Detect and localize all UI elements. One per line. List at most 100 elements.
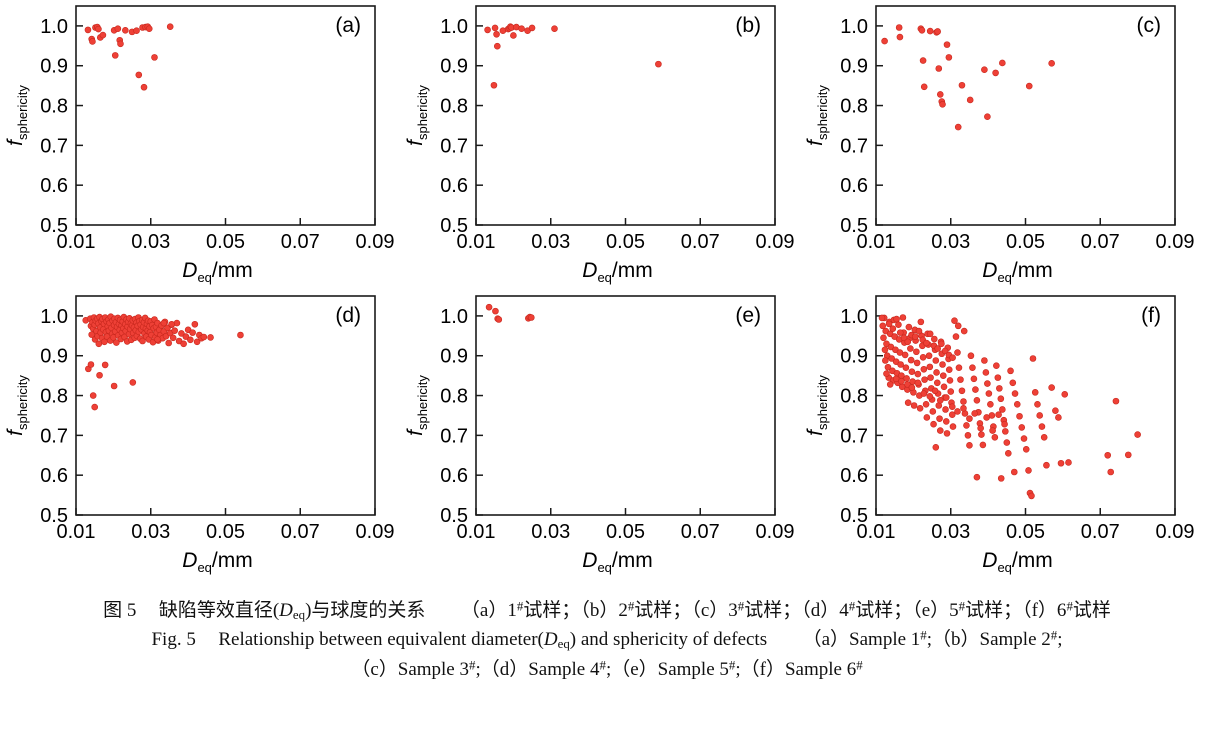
y-tick-label-0: 0.5 <box>440 505 468 527</box>
y-tick-label-3: 0.8 <box>840 386 868 408</box>
y-axis-title: fsphericity <box>804 85 830 146</box>
data-point <box>972 386 979 393</box>
y-tick-label-2: 0.7 <box>440 135 468 157</box>
y-tick-label-3: 0.8 <box>40 386 68 408</box>
hash-sup-en-e: # <box>728 657 736 673</box>
data-point <box>1025 82 1033 90</box>
data-point <box>915 327 923 335</box>
data-point <box>979 441 987 449</box>
data-point <box>1031 389 1039 396</box>
hash-sup-d: # <box>848 598 856 614</box>
cn-sample-f: 试样 <box>1072 600 1111 621</box>
data-point <box>1003 439 1011 446</box>
data-point <box>897 361 904 368</box>
data-point <box>1048 384 1055 391</box>
y-tick-label-5: 1.0 <box>440 16 468 38</box>
data-point <box>117 40 124 48</box>
data-point <box>945 54 953 61</box>
data-point <box>189 329 196 336</box>
data-point <box>982 369 990 376</box>
x-tick-label-1: 0.03 <box>131 521 170 543</box>
data-point <box>145 25 153 33</box>
y-tick-label-0: 0.5 <box>840 215 868 237</box>
data-point <box>114 25 122 33</box>
data-point <box>945 366 953 373</box>
data-point <box>999 59 1006 67</box>
data-point <box>931 335 938 343</box>
data-point <box>971 410 978 417</box>
data-point <box>977 424 984 432</box>
data-point <box>1029 355 1037 362</box>
data-point <box>946 377 954 384</box>
hash-sup-en-f: # <box>856 657 863 673</box>
caption-en-title-post: ) and sphericity of defects <box>569 629 768 651</box>
x-tick-label-3: 0.07 <box>281 231 320 253</box>
data-point <box>981 66 988 74</box>
data-point <box>926 393 934 400</box>
data-point <box>954 322 962 330</box>
data-point <box>904 338 912 346</box>
x-tick-label-4: 0.09 <box>756 231 795 253</box>
data-point <box>987 401 994 408</box>
data-point <box>939 361 946 368</box>
data-point <box>917 318 925 326</box>
caption-cn-items: （a）1#试样；（b）2#试样；（c）3#试样；（d）4#试样；（e）5#试样；… <box>460 598 1111 621</box>
x-axis-title: Deq/mm <box>582 549 652 575</box>
data-point <box>88 331 95 338</box>
x-tick-label-4: 0.09 <box>356 521 395 543</box>
data-point <box>111 52 119 59</box>
x-tick-label-4: 0.09 <box>1156 521 1195 543</box>
data-point <box>923 339 930 347</box>
data-point <box>884 363 892 371</box>
data-point <box>920 83 928 91</box>
data-point <box>528 24 536 32</box>
data-point <box>490 81 498 89</box>
y-tick-label-4: 0.9 <box>440 346 468 368</box>
x-axis-title: Deq/mm <box>982 259 1052 285</box>
data-point <box>1020 435 1028 442</box>
data-point <box>165 339 172 347</box>
svg-text:fsphericity: fsphericity <box>804 85 830 146</box>
data-point <box>989 427 996 434</box>
data-point <box>95 25 102 33</box>
data-point <box>947 388 955 395</box>
data-point <box>958 387 966 395</box>
data-point <box>1001 420 1008 428</box>
y-tick-label-4: 0.9 <box>840 56 868 78</box>
y-tick-label-2: 0.7 <box>40 135 68 157</box>
data-point <box>958 81 966 89</box>
data-point <box>919 354 927 361</box>
y-axis-title: fsphericity <box>404 375 430 436</box>
data-point <box>932 357 940 364</box>
x-tick-label-1: 0.03 <box>531 231 570 253</box>
data-point <box>896 329 904 336</box>
data-point <box>1043 461 1050 469</box>
data-point <box>160 319 168 327</box>
en-sample-b: Sample <box>979 629 1037 651</box>
data-point <box>879 322 887 330</box>
data-point <box>1018 424 1026 431</box>
hash-sup-en-c: # <box>469 657 476 673</box>
en-sample-c: Sample <box>397 658 455 680</box>
data-point <box>1013 401 1021 408</box>
data-point <box>101 361 109 369</box>
caption-en-items-line2: （c）Sample 3#;（d）Sample 4#;（e）Sample 5#;（… <box>351 657 863 680</box>
data-points-c <box>881 24 1055 131</box>
data-point <box>913 348 920 356</box>
data-point <box>1048 60 1055 67</box>
hash-sup-e: # <box>958 598 966 614</box>
data-point <box>510 32 517 39</box>
data-point <box>993 362 1000 369</box>
y-tick-label-1: 0.6 <box>440 465 468 487</box>
data-point <box>978 431 985 438</box>
data-point <box>187 336 194 344</box>
data-points-f <box>878 314 1141 500</box>
data-point <box>933 369 940 376</box>
data-point <box>899 314 907 321</box>
data-point <box>1028 492 1035 500</box>
data-point <box>168 320 175 328</box>
plot-frame <box>875 5 1176 226</box>
data-point <box>1052 407 1059 414</box>
caption-cn-title-post: )与球度的关系 <box>305 600 426 621</box>
data-point <box>898 377 905 385</box>
